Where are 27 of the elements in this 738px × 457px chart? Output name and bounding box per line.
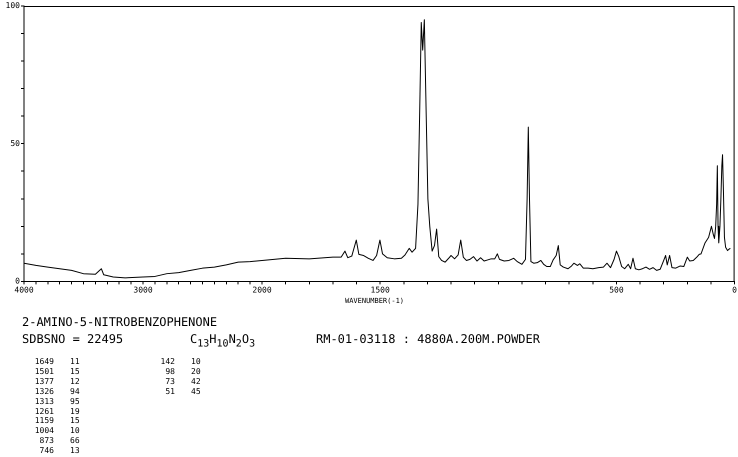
text: SDBSNO = 22495: [22, 332, 124, 346]
text: 1501 15: [34, 366, 80, 376]
text: RM-01-03118 : 4880A.200M.POWDER: [316, 332, 540, 346]
text: 142 10: [160, 357, 201, 366]
x-tick-label: 1500: [370, 285, 390, 294]
x-tick-label: 2000: [252, 285, 272, 294]
y-tick-label: 100: [6, 1, 20, 10]
text: 873 66: [40, 436, 80, 446]
text: 746 13: [40, 446, 80, 456]
text: 2-AMINO-5-NITROBENZOPHENONE: [22, 315, 218, 329]
text: 1159 15: [34, 416, 80, 426]
y-tick-label: 0: [15, 276, 20, 286]
x-tick-label: 0: [732, 285, 738, 294]
text: 1261 19: [34, 406, 80, 416]
text: 51 45: [165, 386, 201, 396]
text: 1326 94: [34, 386, 80, 396]
text: 1649 11: [34, 357, 80, 366]
y-tick-label: 50: [10, 138, 20, 148]
text: 73 42: [165, 376, 201, 386]
x-tick-label: 3000: [133, 285, 153, 294]
text: 1004 10: [34, 426, 80, 436]
text: C$_{13}$H$_{10}$N$_{2}$O$_{3}$: [190, 332, 256, 350]
text: 98 20: [165, 366, 201, 376]
x-tick-label: 4000: [14, 285, 34, 294]
text: 1377 12: [34, 376, 80, 386]
x-tick-label: 500: [609, 285, 624, 294]
text: 1313 95: [34, 396, 80, 406]
